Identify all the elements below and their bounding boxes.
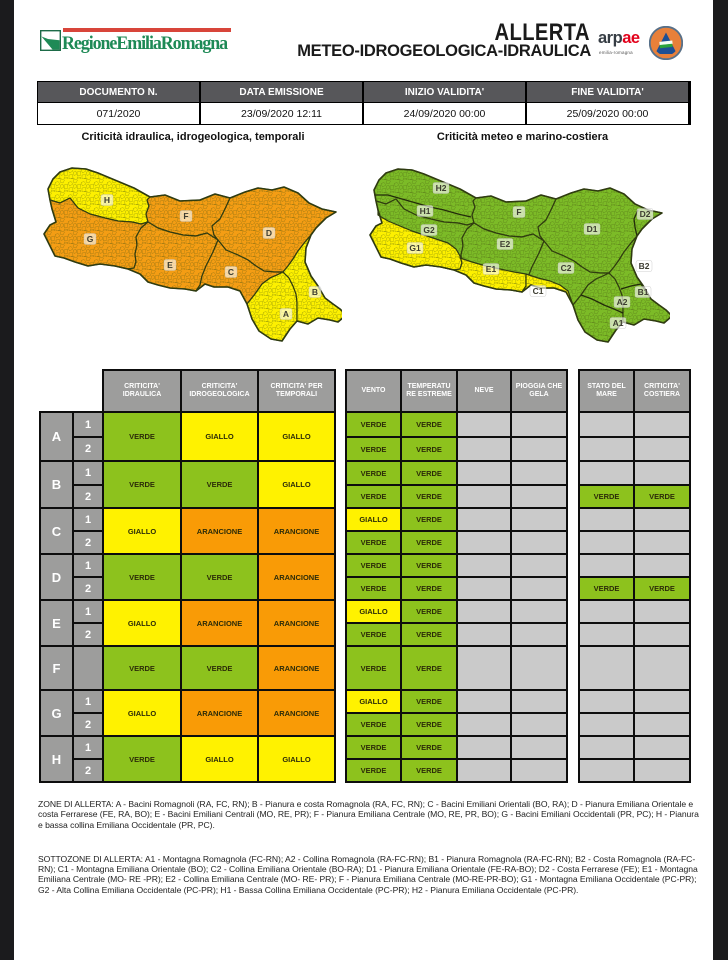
svg-text:D1: D1 (587, 224, 598, 234)
svg-text:E1: E1 (486, 264, 497, 274)
svg-text:D2: D2 (640, 209, 651, 219)
svg-text:G: G (87, 234, 94, 244)
svg-text:H: H (104, 195, 110, 205)
svg-text:G1: G1 (409, 243, 421, 253)
svg-text:C: C (228, 267, 234, 277)
svg-text:A: A (283, 309, 289, 319)
svg-text:C1: C1 (533, 286, 544, 296)
svg-text:B: B (312, 287, 318, 297)
svg-text:H1: H1 (420, 206, 431, 216)
svg-text:C2: C2 (561, 263, 572, 273)
svg-text:E2: E2 (500, 239, 511, 249)
svg-text:A2: A2 (617, 297, 628, 307)
svg-text:F: F (183, 211, 188, 221)
svg-text:F: F (516, 207, 521, 217)
svg-text:G2: G2 (423, 225, 435, 235)
svg-text:H2: H2 (436, 183, 447, 193)
svg-text:B2: B2 (639, 261, 650, 271)
svg-text:A1: A1 (613, 318, 624, 328)
svg-text:E: E (167, 260, 173, 270)
svg-text:D: D (266, 228, 272, 238)
svg-text:B1: B1 (638, 287, 649, 297)
